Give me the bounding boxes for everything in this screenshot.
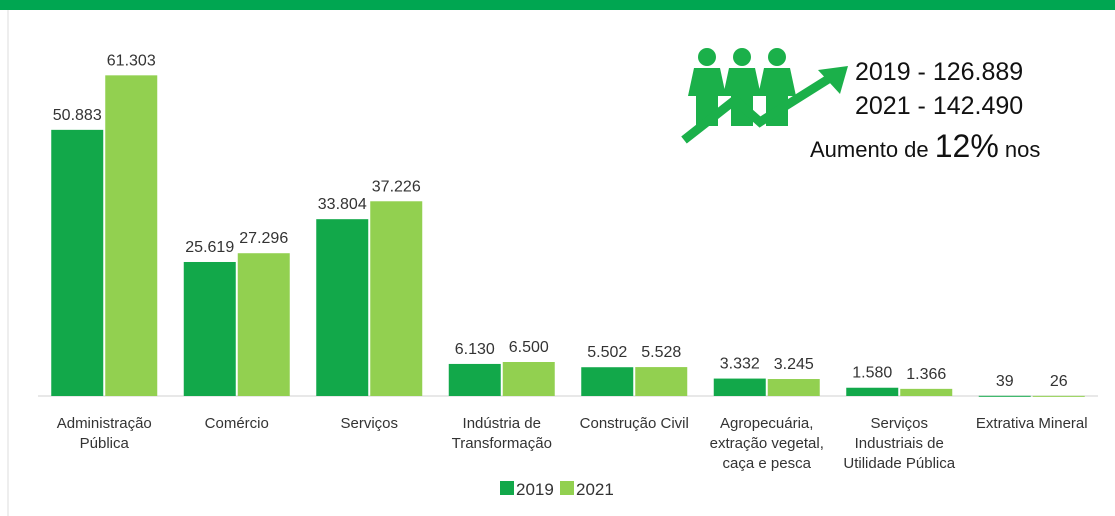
x-tick-line: Indústria de: [463, 415, 541, 432]
value-label: 1.580: [852, 365, 892, 382]
x-tick-line: Administração: [57, 415, 152, 432]
x-tick-line: extração vegetal,: [710, 435, 824, 452]
bar: [978, 395, 1031, 397]
value-label: 39: [996, 373, 1014, 390]
x-tick-label: Administração Pública: [57, 415, 152, 452]
x-tick-line: Agropecuária,: [720, 415, 813, 432]
value-label: 3.332: [720, 356, 760, 373]
x-tick-label: Serviços Industriais de Utilidade Pública: [843, 415, 955, 472]
bar: [105, 75, 158, 397]
x-tick-label: Indústria de Transformação: [452, 415, 552, 452]
x-tick-label: Extrativa Mineral: [976, 415, 1088, 432]
value-label: 5.502: [587, 344, 627, 361]
bar: [183, 261, 236, 396]
bar: [713, 378, 766, 396]
bar: [51, 129, 104, 396]
x-tick-line: Construção Civil: [580, 415, 689, 432]
x-tick-line: Comércio: [205, 415, 269, 432]
x-tick-label: Construção Civil: [580, 415, 689, 432]
arrow-head: [818, 66, 848, 94]
x-tick-line: Extrativa Mineral: [976, 415, 1088, 432]
annotation: Aumento de 12% nos: [810, 128, 1040, 164]
bar: [237, 253, 290, 396]
bar: [1032, 395, 1085, 397]
annotation: 2021 - 142.490: [855, 92, 1023, 120]
arrow: [681, 74, 833, 144]
x-tick-label: Serviços: [340, 415, 398, 432]
x-tick-line: caça e pesca: [723, 455, 812, 472]
bar: [900, 388, 953, 396]
legend-label: 2021: [576, 480, 614, 499]
value-label: 6.500: [509, 339, 549, 356]
x-tick-label: Agropecuária, extração vegetal, caça e pes…: [710, 415, 824, 472]
bar: [767, 379, 820, 396]
annotation: 2019 - 126.889: [855, 58, 1023, 86]
value-label: 6.130: [455, 341, 495, 358]
bar: [316, 219, 369, 396]
value-label: 27.296: [239, 230, 288, 247]
value-label: 50.883: [53, 107, 102, 124]
header-band: [0, 0, 1115, 10]
legend-swatch: [500, 481, 514, 495]
value-label: 25.619: [185, 239, 234, 256]
legend-label: 2019: [516, 480, 554, 499]
value-label: 61.303: [107, 52, 156, 69]
value-label: 37.226: [372, 178, 421, 195]
value-label: 3.245: [774, 356, 814, 373]
x-tick-label: Comércio: [205, 415, 269, 432]
value-label: 26: [1050, 373, 1068, 390]
bar: [581, 367, 634, 396]
bar: [370, 201, 423, 396]
x-tick-line: Utilidade Pública: [843, 455, 955, 472]
x-tick-line: Industriais de: [855, 435, 944, 452]
bar: [635, 367, 688, 396]
bar: [448, 363, 501, 396]
x-tick-line: Transformação: [452, 435, 552, 452]
bar: [502, 362, 555, 396]
x-tick-line: Serviços: [340, 415, 398, 432]
legend-swatch: [560, 481, 574, 495]
x-tick-line: Serviços: [870, 415, 928, 432]
value-label: 33.804: [318, 196, 367, 213]
value-label: 1.366: [906, 366, 946, 383]
x-tick-line: Pública: [80, 435, 130, 452]
bar: [846, 387, 899, 396]
value-label: 5.528: [641, 344, 681, 361]
